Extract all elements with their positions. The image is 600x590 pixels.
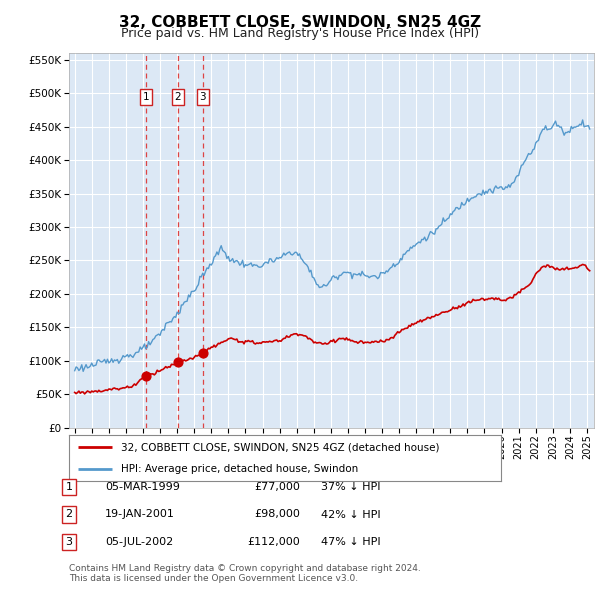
Text: 2: 2 (65, 510, 73, 519)
Text: £112,000: £112,000 (247, 537, 300, 547)
Text: 3: 3 (65, 537, 73, 547)
Text: 1: 1 (143, 91, 149, 101)
Point (173, 358, 183, 367)
Text: £98,000: £98,000 (254, 510, 300, 519)
Text: 37% ↓ HPI: 37% ↓ HPI (321, 482, 380, 491)
Text: 1: 1 (65, 482, 73, 491)
Text: Price paid vs. HM Land Registry's House Price Index (HPI): Price paid vs. HM Land Registry's House … (121, 27, 479, 40)
Text: 3: 3 (200, 91, 206, 101)
Text: 2: 2 (175, 91, 181, 101)
Text: 05-JUL-2002: 05-JUL-2002 (105, 537, 173, 547)
Text: 05-MAR-1999: 05-MAR-1999 (105, 482, 180, 491)
Point (141, 372, 151, 381)
Text: 47% ↓ HPI: 47% ↓ HPI (321, 537, 380, 547)
Text: £77,000: £77,000 (254, 482, 300, 491)
Point (198, 348, 208, 358)
Text: 32, COBBETT CLOSE, SWINDON, SN25 4GZ: 32, COBBETT CLOSE, SWINDON, SN25 4GZ (119, 15, 481, 30)
Text: 42% ↓ HPI: 42% ↓ HPI (321, 510, 380, 519)
Text: HPI: Average price, detached house, Swindon: HPI: Average price, detached house, Swin… (121, 464, 358, 474)
Text: 32, COBBETT CLOSE, SWINDON, SN25 4GZ (detached house): 32, COBBETT CLOSE, SWINDON, SN25 4GZ (de… (121, 442, 439, 453)
Text: 19-JAN-2001: 19-JAN-2001 (105, 510, 175, 519)
Text: Contains HM Land Registry data © Crown copyright and database right 2024.
This d: Contains HM Land Registry data © Crown c… (69, 563, 421, 583)
